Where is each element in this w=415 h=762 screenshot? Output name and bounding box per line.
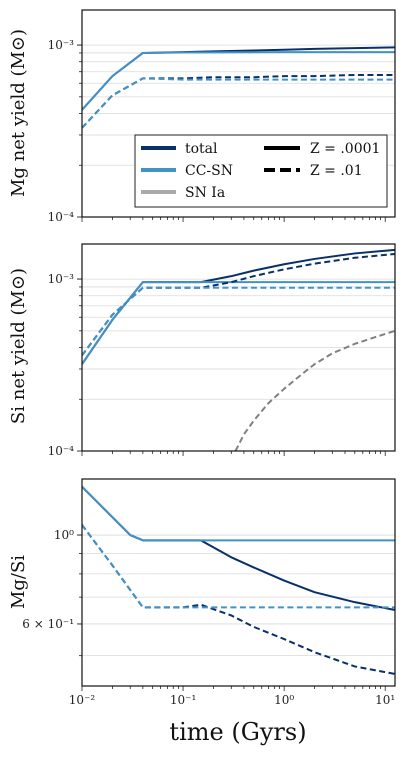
x-tick-label: 10⁻¹	[170, 693, 196, 707]
panel-frame	[81, 9, 396, 218]
ylabel-si-yield: Si net yield (M⊙)	[8, 268, 29, 424]
legend-label-total: total	[185, 141, 218, 157]
series-group	[82, 486, 395, 675]
series-line-total-z01	[82, 524, 395, 675]
panel-si-yield: 10⁻⁴ 10⁻³	[48, 243, 396, 458]
x-tick-label: 10⁻²	[69, 693, 96, 707]
panel-mg-si-ratio: 6 × 10⁻¹ 10⁰ 10⁻² 10⁻¹ 10⁰ 10¹	[22, 478, 396, 707]
y-tick-label: 6 × 10⁻¹	[22, 617, 74, 631]
series-line-cc-sn-z01	[82, 286, 395, 356]
legend-label-z01: Z = .01	[310, 163, 363, 179]
series-line-cc-sn-z0001	[82, 51, 395, 111]
series-line-sn-ia-z01	[234, 329, 395, 451]
ylabel-mg-si: Mg/Si	[8, 555, 29, 609]
series-line-total-z01	[82, 252, 395, 356]
ylabel-mg-yield: Mg net yield (M⊙)	[8, 29, 29, 197]
series-group	[82, 46, 395, 129]
legend-frame	[134, 134, 388, 208]
x-tick-label: 10¹	[375, 693, 395, 707]
series-group	[82, 248, 395, 451]
x-tick-label: 10⁰	[274, 693, 294, 707]
series-line-cc-sn-z0001	[82, 486, 395, 542]
series-line-cc-sn-z0001	[82, 281, 395, 365]
panel-mg-yield: 10⁻⁴ 10⁻³	[48, 9, 396, 224]
legend: total CC-SN SN Ia Z = .0001 Z = .01	[134, 134, 388, 208]
legend-label-z0001: Z = .0001	[310, 141, 380, 157]
y-tick-label: 10⁰	[54, 528, 74, 542]
series-line-cc-sn-z01	[82, 524, 395, 609]
panel-frame	[81, 478, 396, 687]
series-line-total-z0001	[82, 486, 395, 611]
y-tick-label: 10⁻⁴	[48, 210, 75, 224]
panel-frame	[81, 243, 396, 452]
series-line-cc-sn-z01	[82, 77, 395, 129]
xlabel-time: time (Gyrs)	[169, 718, 306, 746]
y-tick-label: 10⁻⁴	[48, 444, 75, 458]
legend-label-snia: SN Ia	[185, 185, 225, 201]
legend-label-ccsn: CC-SN	[185, 163, 233, 179]
y-tick-label: 10⁻³	[48, 272, 75, 286]
y-tick-label: 10⁻³	[48, 38, 75, 52]
